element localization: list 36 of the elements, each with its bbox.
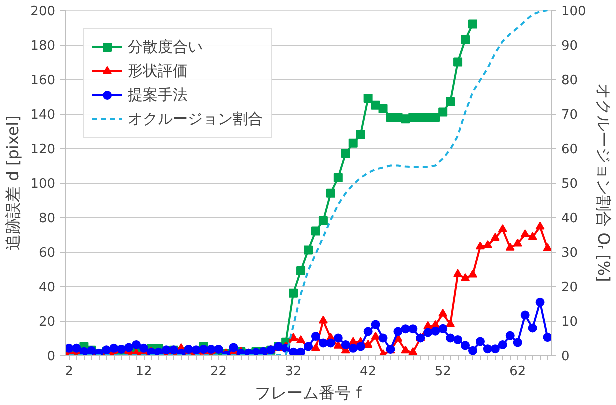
legend-label: 提案手法 [128,86,188,104]
y2-axis-title: オクルージョン割合 Oᵣ [%] [594,84,614,282]
y2-tick-label: 90 [562,39,578,54]
y-tick-label: 140 [30,108,56,123]
y2-tick-label: 80 [562,74,578,88]
x-tick-label: 22 [210,364,228,380]
y-tick-label: 20 [38,315,56,330]
x-tick-label: 32 [285,364,302,380]
legend-label: 形状評価 [128,62,188,80]
y2-tick-label: 60 [562,142,578,158]
legend-label: オクルージョン割合 [128,110,263,128]
y2-tick-label: 10 [562,315,578,330]
y-tick-label: 180 [30,39,56,54]
y-tick-label: 200 [30,4,56,20]
x-tick-label: 2 [65,364,74,380]
x-tick-label: 12 [136,364,152,380]
x-tick-label: 42 [360,364,377,380]
y-tick-label: 160 [30,74,56,88]
y2-tick-label: 100 [562,4,586,20]
y2-tick-label: 50 [562,177,578,192]
y2-tick-label: 20 [562,280,578,296]
y2-tick-label: 0 [562,350,570,364]
x-tick-label: 62 [510,364,526,380]
x-axis-title: フレーム番号 f [255,384,362,402]
y-tick-label: 80 [38,212,56,226]
y2-tick-label: 70 [562,108,578,123]
y-tick-label: 120 [30,142,56,158]
x-tick-label: 52 [434,364,452,380]
y-tick-label: 100 [30,177,56,192]
y-tick-label: 40 [38,280,56,296]
y-tick-label: 0 [47,350,56,364]
legend-label: 分散度合い [128,38,203,56]
y2-tick-label: 30 [562,246,578,261]
y2-tick-label: 40 [562,212,578,226]
y-tick-label: 60 [38,246,56,261]
y-axis-title: 追跡誤差 d [pixel] [4,116,23,250]
